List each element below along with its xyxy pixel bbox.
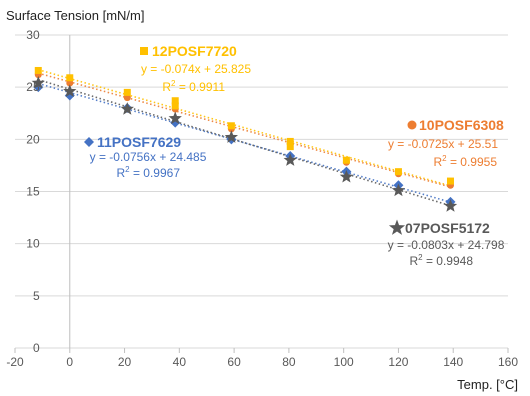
series-name-10POSF6308: 10POSF6308 [419, 117, 504, 133]
data-point-12POSF7720 [227, 122, 235, 130]
x-tick-label: 120 [388, 355, 408, 369]
r2-value: = 0.9911 [176, 80, 226, 94]
r2-11POSF7629: R2 = 0.9967 [116, 165, 180, 180]
x-tick-label: 60 [227, 355, 241, 369]
r2-prefix: R [433, 155, 442, 169]
data-point-12POSF7720 [286, 143, 294, 151]
data-point-12POSF7720 [123, 88, 131, 96]
r2-superscript: 2 [442, 154, 447, 163]
y-tick-label: 5 [33, 289, 40, 303]
r2-prefix: R [162, 80, 171, 94]
r2-value: = 0.9967 [130, 166, 181, 180]
x-tick-label: 20 [118, 355, 132, 369]
r2-prefix: R [409, 254, 418, 268]
annotation-square-marker [140, 47, 148, 55]
trendline-12POSF7720 [38, 68, 451, 187]
x-tick-label: 0 [66, 355, 73, 369]
data-point-12POSF7720 [171, 102, 179, 110]
y-tick-label: 25 [26, 80, 40, 94]
r2-value: = 0.9955 [447, 155, 498, 169]
series-name-11POSF7629: 11POSF7629 [97, 134, 181, 150]
r2-superscript: 2 [171, 79, 176, 88]
data-point-12POSF7720 [66, 74, 74, 82]
data-point-12POSF7720 [171, 97, 179, 105]
y-tick-label: 15 [26, 185, 40, 199]
annotation-circle-marker [407, 120, 417, 130]
x-tick-label: 140 [443, 355, 463, 369]
data-point-12POSF7720 [446, 177, 454, 185]
y-tick-label: 0 [33, 341, 40, 355]
r2-superscript: 2 [418, 253, 423, 262]
data-point-12POSF7720 [394, 168, 402, 176]
equation-12POSF7720: y = -0.074x + 25.825 [141, 62, 251, 76]
r2-superscript: 2 [125, 165, 130, 174]
annotation-12POSF7720: 12POSF7720 y = -0.074x + 25.825 R2 = 0.9… [140, 43, 251, 94]
annotation-diamond-marker [84, 137, 94, 147]
x-axis-title: Temp. [°C] [457, 377, 518, 392]
data-point-07POSF5172 [283, 153, 297, 166]
tick-labels: 0 5 10 15 20 25 30 -20 0 20 40 60 80 100 120 140 160 [6, 28, 518, 369]
data-point-07POSF5172 [168, 111, 182, 125]
trendline-10POSF6308 [38, 72, 451, 188]
x-tick-label: 40 [173, 355, 187, 369]
annotation-07POSF5172: 07POSF5172 y = -0.0803x + 24.798 R2 = 0.… [388, 219, 505, 268]
equation-10POSF6308: y = -0.0725x + 25.51 [388, 137, 498, 151]
r2-10POSF6308: R2 = 0.9955 [433, 154, 497, 169]
data-point-07POSF5172 [224, 130, 239, 143]
annotation-10POSF6308: 10POSF6308 y = -0.0725x + 25.51 R2 = 0.9… [388, 117, 504, 169]
markers [31, 66, 458, 212]
r2-prefix: R [116, 166, 125, 180]
annotation-star-marker [388, 219, 406, 235]
x-tick-label: -20 [6, 355, 24, 369]
data-point-07POSF5172 [339, 169, 354, 183]
equation-11POSF7629: y = -0.0756x + 24.485 [90, 150, 207, 164]
data-point-07POSF5172 [391, 183, 406, 197]
y-tick-label: 30 [26, 28, 40, 42]
annotation-11POSF7629: 11POSF7629 y = -0.0756x + 24.485 R2 = 0.… [84, 134, 207, 180]
x-tick-label: 80 [282, 355, 296, 369]
data-point-07POSF5172 [63, 84, 77, 97]
x-tick-label: 100 [334, 355, 354, 369]
r2-07POSF5172: R2 = 0.9948 [409, 253, 473, 268]
data-point-12POSF7720 [342, 156, 350, 164]
x-tick-label: 160 [498, 355, 518, 369]
y-tick-label: 10 [26, 237, 40, 251]
equation-07POSF5172: y = -0.0803x + 24.798 [388, 238, 505, 252]
series-name-12POSF7720: 12POSF7720 [152, 43, 237, 59]
data-point-07POSF5172 [31, 75, 45, 89]
r2-value: = 0.9948 [423, 254, 474, 268]
series-name-07POSF5172: 07POSF5172 [405, 220, 490, 236]
data-point-12POSF7720 [34, 66, 42, 74]
y-tick-label: 20 [26, 132, 40, 146]
data-point-07POSF5172 [443, 199, 458, 212]
y-axis-title: Surface Tension [mN/m] [6, 8, 144, 23]
trendline-11POSF7629 [38, 82, 451, 203]
data-point-12POSF7720 [286, 137, 294, 145]
trendlines [38, 68, 451, 207]
r2-12POSF7720: R2 = 0.9911 [162, 79, 225, 94]
data-point-07POSF5172 [120, 102, 134, 115]
